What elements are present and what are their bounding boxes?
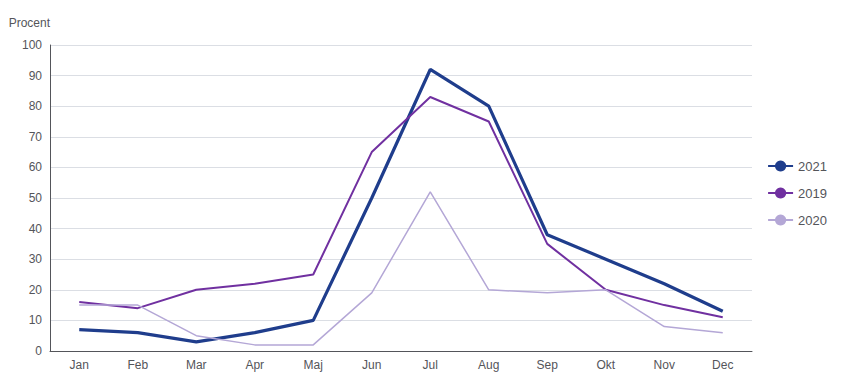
svg-text:10: 10 — [29, 313, 43, 327]
svg-text:50: 50 — [29, 191, 43, 205]
svg-text:Feb: Feb — [127, 358, 148, 372]
svg-text:Procent: Procent — [9, 16, 51, 30]
svg-text:Aug: Aug — [478, 358, 499, 372]
svg-text:2021: 2021 — [798, 159, 827, 174]
svg-text:Jul: Jul — [423, 358, 438, 372]
svg-text:Maj: Maj — [304, 358, 323, 372]
svg-text:Jan: Jan — [70, 358, 89, 372]
svg-text:Mar: Mar — [186, 358, 207, 372]
svg-text:0: 0 — [35, 344, 42, 358]
svg-text:Dec: Dec — [712, 358, 733, 372]
svg-text:100: 100 — [22, 38, 42, 52]
svg-text:80: 80 — [29, 99, 43, 113]
svg-text:40: 40 — [29, 222, 43, 236]
svg-text:Okt: Okt — [596, 358, 615, 372]
svg-text:Sep: Sep — [537, 358, 559, 372]
svg-text:Apr: Apr — [245, 358, 264, 372]
svg-text:2019: 2019 — [798, 186, 827, 201]
svg-text:2020: 2020 — [798, 213, 827, 228]
svg-text:30: 30 — [29, 252, 43, 266]
svg-text:70: 70 — [29, 130, 43, 144]
svg-text:20: 20 — [29, 283, 43, 297]
svg-text:Jun: Jun — [362, 358, 381, 372]
svg-text:90: 90 — [29, 69, 43, 83]
svg-text:Nov: Nov — [654, 358, 675, 372]
svg-text:60: 60 — [29, 160, 43, 174]
